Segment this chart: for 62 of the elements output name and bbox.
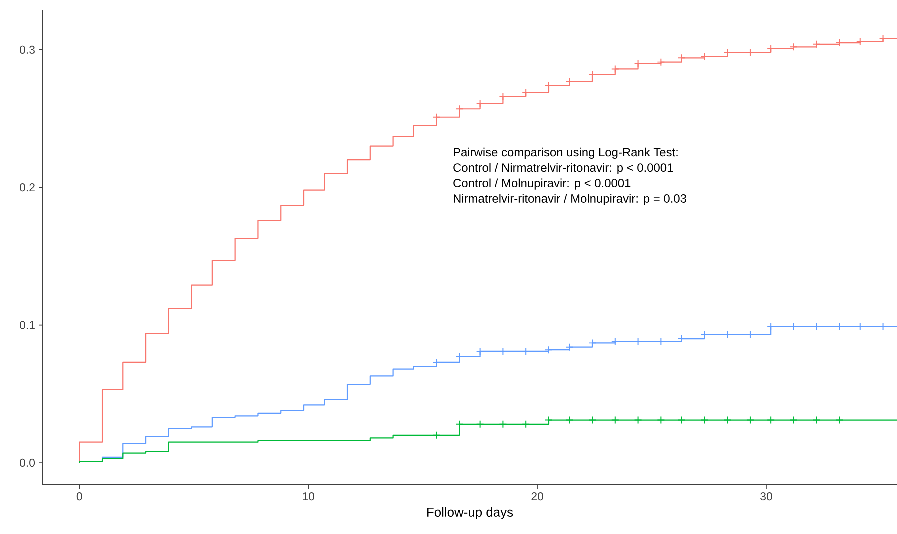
point: [634, 338, 642, 346]
point: [790, 322, 798, 331]
point: [657, 338, 666, 346]
point: [700, 416, 709, 424]
point: [611, 416, 620, 424]
point: [767, 322, 776, 331]
point: [456, 105, 464, 114]
x-tick-label: 20: [532, 492, 544, 501]
point: [836, 416, 844, 424]
x-tick-label: 10: [303, 492, 315, 501]
point: [700, 52, 709, 61]
point: [499, 92, 508, 101]
x-axis-title: Follow-up days: [428, 507, 514, 520]
point: [812, 322, 821, 331]
point: [746, 416, 754, 424]
annotation: Control / Nirmatrelvir-ritonavir: p < 0.0001: [454, 163, 674, 174]
point: [856, 38, 864, 46]
x-tick-label: 30: [760, 492, 772, 501]
point: [767, 416, 776, 424]
point: [724, 330, 732, 339]
point: [836, 322, 844, 331]
y-tick-label: 0.3: [20, 46, 35, 54]
point: [611, 338, 620, 346]
point: [476, 420, 484, 428]
point: [522, 420, 530, 428]
point: [790, 43, 798, 52]
point: [499, 420, 508, 428]
point: [456, 420, 464, 428]
point: [657, 58, 666, 66]
y-tick-label: 0.2: [20, 184, 35, 192]
point: [657, 416, 666, 424]
point: [856, 322, 864, 331]
annotation: Pairwise comparison using Log-Rank Test:: [454, 148, 678, 160]
annotation: Control / Molnupiravir: p < 0.0001: [454, 178, 631, 190]
point: [678, 416, 686, 424]
point: [522, 88, 530, 97]
point: [812, 40, 821, 48]
point: [566, 343, 574, 352]
y-tick-label: 0.0: [20, 458, 36, 468]
y-tick-label: 0.1: [20, 321, 35, 330]
point: [634, 60, 642, 68]
point: [476, 100, 484, 108]
point: [700, 330, 709, 339]
point: [544, 346, 553, 354]
point: [588, 416, 596, 424]
point: [790, 416, 798, 424]
point: [432, 113, 441, 122]
point: [634, 416, 642, 424]
point: [678, 54, 686, 62]
annotation: Nirmatrelvir-ritonavir / Molnupiravir: p = 0.03: [454, 194, 686, 206]
point: [611, 65, 620, 74]
point: [879, 34, 888, 43]
point: [724, 48, 732, 57]
point: [566, 416, 574, 424]
point: [566, 78, 574, 86]
x-tick-label: 0: [76, 492, 82, 501]
point: [724, 416, 732, 424]
point: [746, 330, 754, 339]
point: [746, 48, 754, 57]
point: [879, 322, 888, 331]
point: [432, 431, 441, 440]
point: [812, 416, 821, 424]
